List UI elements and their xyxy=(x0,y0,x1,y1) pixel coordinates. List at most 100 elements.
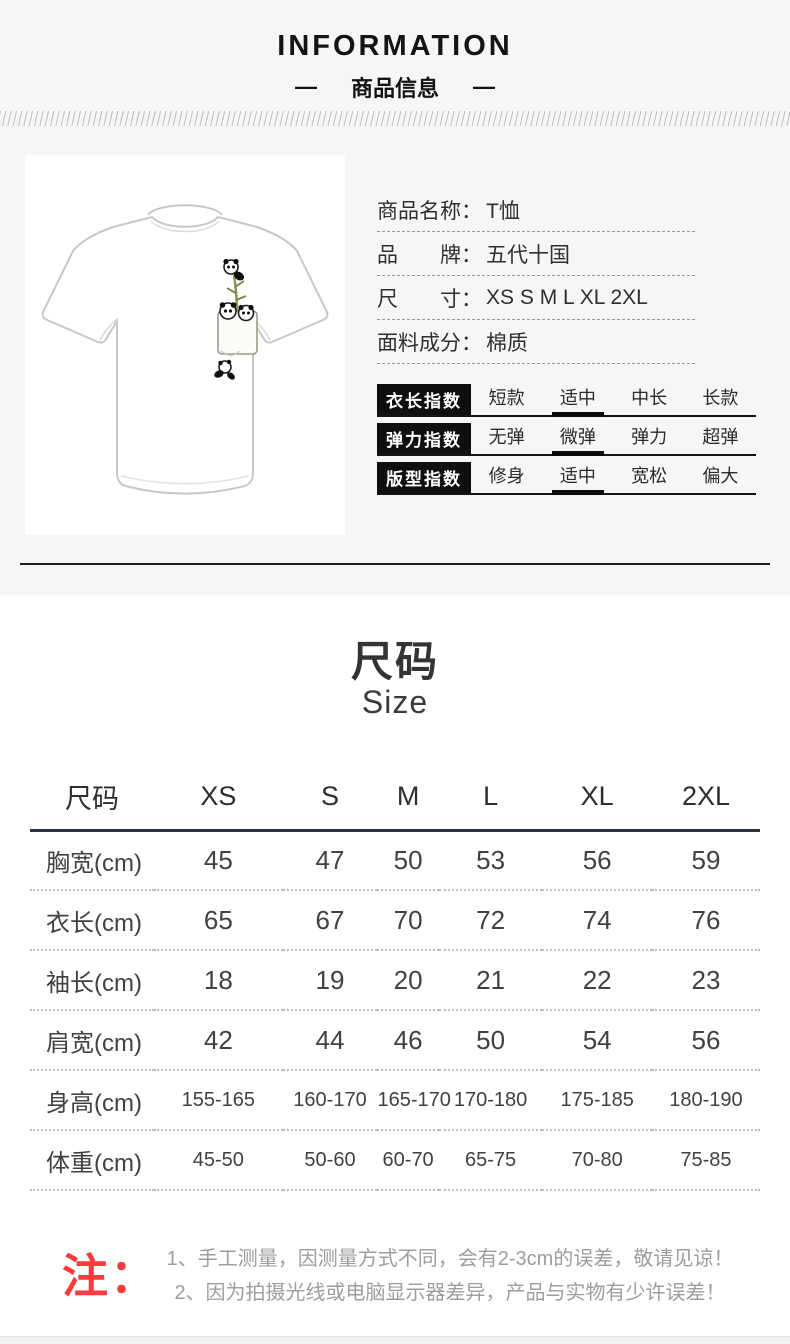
section-divider xyxy=(20,563,770,565)
table-row-sleeve: 袖长(cm) 18 19 20 21 22 23 xyxy=(30,950,760,1010)
cell: 18 xyxy=(203,964,233,995)
bottom-strip xyxy=(0,1336,790,1344)
row-label: 体重(cm) xyxy=(46,1149,142,1177)
index-options: 短款 适中 中长 长款 xyxy=(471,381,756,415)
cell: 47 xyxy=(315,844,345,875)
tshirt-collar-seam xyxy=(150,220,220,233)
row-label: 身高(cm) xyxy=(46,1089,142,1117)
index-label: 衣长指数 xyxy=(377,384,471,415)
index-option-selected: 适中 xyxy=(542,381,613,415)
cell: 22 xyxy=(582,964,612,995)
attr-row-fabric: 面料成分： 棉质 xyxy=(377,320,695,364)
index-option: 长款 xyxy=(702,388,739,408)
tshirt-body xyxy=(41,215,329,495)
index-row-length: 衣长指数 短款 适中 中长 长款 xyxy=(377,381,756,417)
attr-label: 商品名称： xyxy=(377,199,482,223)
table-row-shoulder: 肩宽(cm) 42 44 46 50 54 56 xyxy=(30,1010,760,1070)
note-line-1: 1、手工测量，因测量方式不同，会有2-3cm的误差，敬请见谅！ xyxy=(166,1248,734,1270)
cell: 56 xyxy=(582,844,612,875)
row-label: 胸宽(cm) xyxy=(46,849,142,877)
product-attributes: 商品名称： T恤 品 牌： 五代十国 尺 寸： XS S M L XL 2XL … xyxy=(377,188,757,498)
index-option: 超弹 xyxy=(702,427,739,447)
size-table-header-row: 尺码 XS S M L XL 2XL xyxy=(30,764,760,830)
cell: 21 xyxy=(476,964,506,995)
note-lines: 1、手工测量，因测量方式不同，会有2-3cm的误差，敬请见谅！ 2、因为拍摄光线… xyxy=(140,1242,760,1310)
size-table-header: S xyxy=(321,780,340,811)
dash-right: — xyxy=(473,74,495,99)
hatch-divider xyxy=(0,111,790,126)
cell: 54 xyxy=(582,1024,612,1055)
attr-row-name: 商品名称： T恤 xyxy=(377,188,695,232)
cell: 72 xyxy=(476,904,506,935)
index-scales: 衣长指数 短款 适中 中长 长款 弹力指数 无弹 微弹 弹力 超弹 xyxy=(377,381,757,495)
tshirt-collar xyxy=(147,204,223,216)
section-header: INFORMATION — 商品信息 — xyxy=(0,30,790,103)
cell: 65 xyxy=(203,904,233,935)
cell: 65-75 xyxy=(465,1148,517,1171)
index-option: 弹力 xyxy=(631,427,668,447)
cell: 70-80 xyxy=(571,1148,623,1171)
attr-value: T恤 xyxy=(486,199,520,223)
index-options: 无弹 微弹 弹力 超弹 xyxy=(471,420,756,454)
cell: 23 xyxy=(691,964,721,995)
cell: 50 xyxy=(476,1024,506,1055)
cell: 56 xyxy=(691,1024,721,1055)
size-table-header: 2XL xyxy=(681,780,730,811)
index-label: 版型指数 xyxy=(377,462,471,493)
row-label: 袖长(cm) xyxy=(46,969,142,997)
section-title-cn: — 商品信息 — xyxy=(0,71,790,103)
index-option: 无弹 xyxy=(488,427,525,447)
index-option-selected: 微弹 xyxy=(542,420,613,454)
row-label: 肩宽(cm) xyxy=(46,1029,142,1057)
attr-row-brand: 品 牌： 五代十国 xyxy=(377,232,695,276)
size-table-header: L xyxy=(483,780,499,811)
note-line-2: 2、因为拍摄光线或电脑显示器差异，产品与实物有少许误差！ xyxy=(174,1282,726,1304)
table-row-length: 衣长(cm) 65 67 70 72 74 76 xyxy=(30,890,760,950)
cell: 180-190 xyxy=(669,1088,743,1111)
cell: 70 xyxy=(393,904,423,935)
attr-row-size: 尺 寸： XS S M L XL 2XL xyxy=(377,276,695,320)
dash-left: — xyxy=(294,74,317,99)
index-option: 短款 xyxy=(488,388,525,408)
cell: 20 xyxy=(393,964,423,995)
cell: 170-180 xyxy=(453,1088,528,1111)
cell: 46 xyxy=(393,1024,423,1055)
cell: 59 xyxy=(691,844,721,875)
cell: 67 xyxy=(315,904,345,935)
tshirt-image xyxy=(41,204,329,495)
index-option: 偏大 xyxy=(702,466,739,486)
note-prefix: 注： xyxy=(62,1250,158,1302)
size-table-header: 尺码 xyxy=(65,783,120,814)
cell: 160-170 xyxy=(293,1088,367,1111)
tshirt-hem-seam xyxy=(120,475,250,485)
index-option: 修身 xyxy=(488,466,525,486)
attr-label: 尺 寸： xyxy=(377,287,482,311)
attr-value: 棉质 xyxy=(486,331,528,355)
table-row-height: 身高(cm) 155-165 160-170 165-170 170-180 1… xyxy=(30,1070,760,1130)
cell: 53 xyxy=(476,844,506,875)
product-image xyxy=(25,155,345,535)
cell: 42 xyxy=(203,1024,233,1055)
cell: 165-170 xyxy=(377,1088,451,1111)
size-table-header: M xyxy=(396,780,420,811)
cell: 19 xyxy=(315,964,345,995)
index-options: 修身 适中 宽松 偏大 xyxy=(471,459,756,493)
cell: 50-60 xyxy=(304,1148,356,1171)
index-option: 宽松 xyxy=(631,466,668,486)
cell: 155-165 xyxy=(181,1088,256,1111)
tshirt-design-pandas xyxy=(214,258,258,380)
size-table-header: XS xyxy=(200,780,237,811)
index-label: 弹力指数 xyxy=(377,423,471,454)
size-section-subtitle: Size xyxy=(361,684,429,720)
attr-value: 五代十国 xyxy=(486,243,570,267)
attr-label: 品 牌： xyxy=(377,243,482,267)
cell: 44 xyxy=(315,1024,345,1055)
product-info-section: INFORMATION — 商品信息 — xyxy=(0,0,790,595)
cell: 75-85 xyxy=(680,1148,732,1171)
index-row-stretch: 弹力指数 无弹 微弹 弹力 超弹 xyxy=(377,420,756,456)
index-row-fit: 版型指数 修身 适中 宽松 偏大 xyxy=(377,459,756,495)
size-section-title: 尺码 xyxy=(350,638,439,685)
cell: 45-50 xyxy=(192,1148,244,1171)
cell: 76 xyxy=(691,904,721,935)
